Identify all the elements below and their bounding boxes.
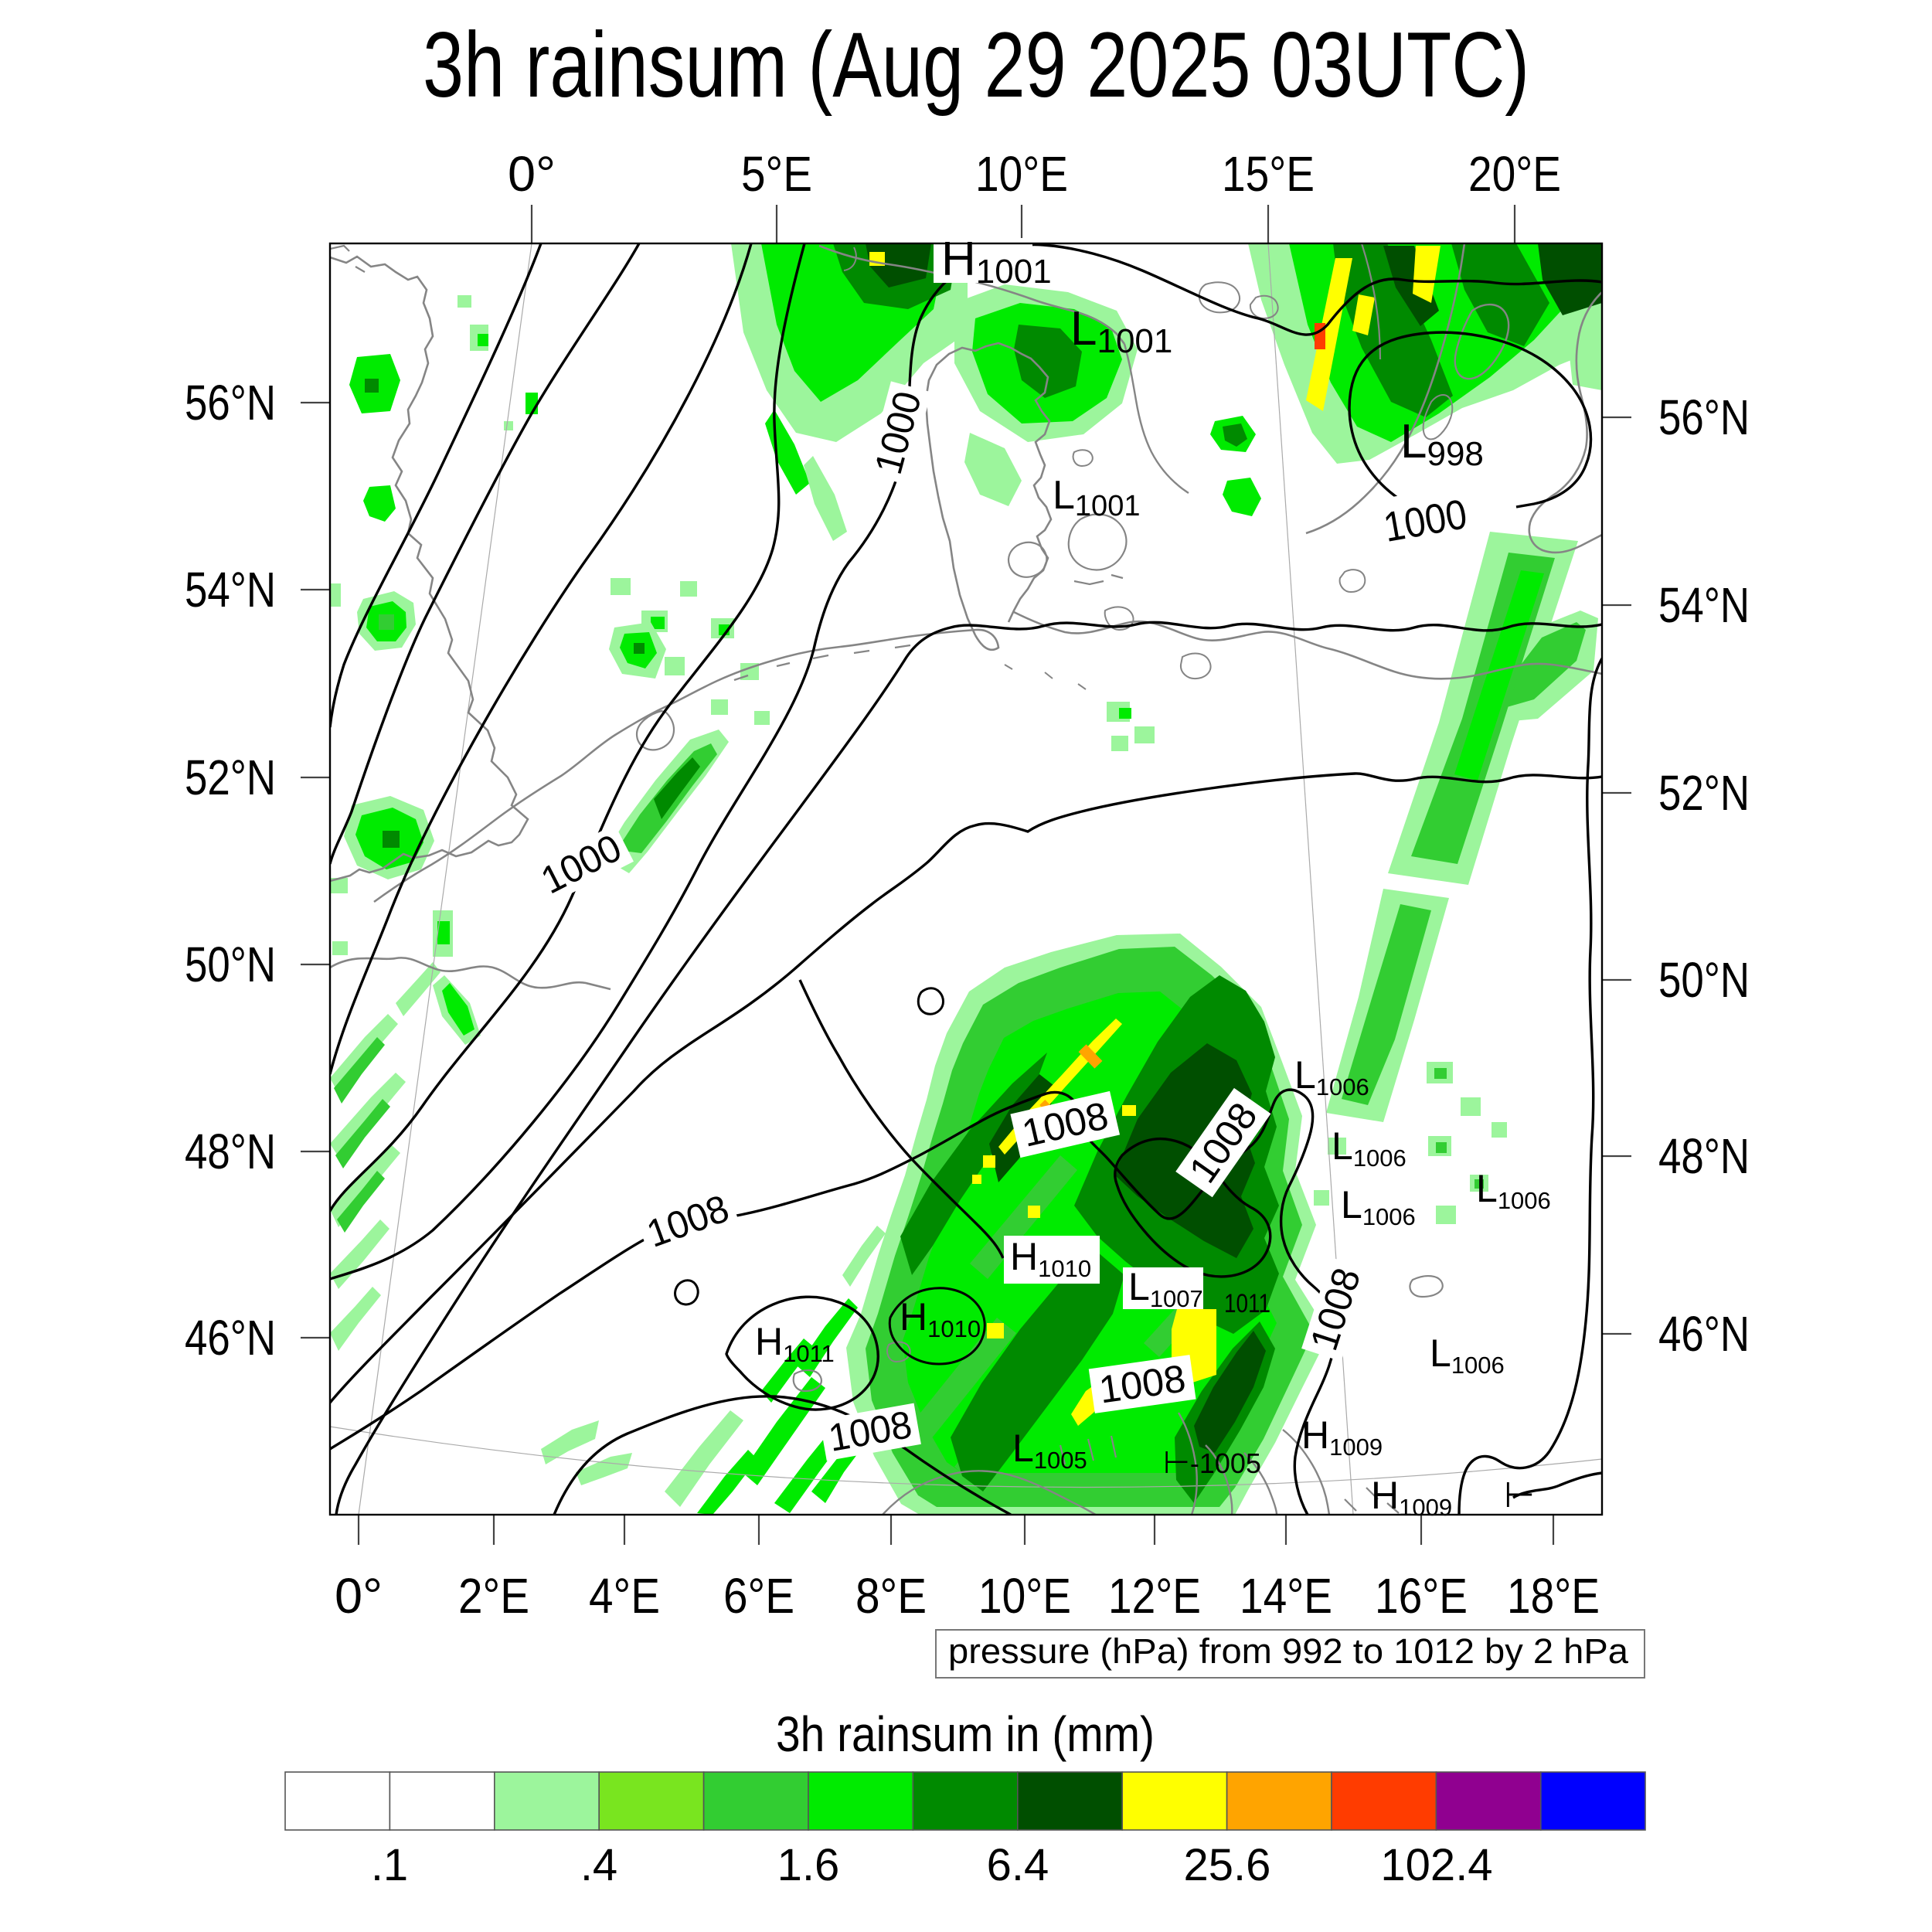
svg-text:.4: .4 bbox=[580, 1840, 617, 1890]
svg-text:1008: 1008 bbox=[1302, 1263, 1369, 1355]
svg-text:48°N: 48°N bbox=[185, 1124, 276, 1179]
svg-text:102.4: 102.4 bbox=[1380, 1840, 1492, 1890]
svg-text:3h rainsum in (mm): 3h rainsum in (mm) bbox=[776, 1706, 1155, 1762]
svg-text:48°N: 48°N bbox=[1658, 1128, 1750, 1184]
svg-text:1008: 1008 bbox=[641, 1186, 735, 1256]
svg-text:50°N: 50°N bbox=[1658, 952, 1750, 1008]
svg-text:3h rainsum (Aug 29 2025 03UTC): 3h rainsum (Aug 29 2025 03UTC) bbox=[423, 13, 1529, 117]
svg-text:L1006: L1006 bbox=[1332, 1124, 1406, 1172]
svg-text:5°E: 5°E bbox=[741, 146, 812, 202]
svg-text:46°N: 46°N bbox=[185, 1310, 276, 1366]
svg-text:25.6: 25.6 bbox=[1184, 1840, 1271, 1890]
svg-text:L1006: L1006 bbox=[1476, 1167, 1551, 1214]
svg-text:L1006: L1006 bbox=[1341, 1183, 1416, 1230]
svg-text:H1011: H1011 bbox=[755, 1320, 835, 1367]
svg-text:12°E: 12°E bbox=[1108, 1568, 1201, 1624]
svg-text:pressure (hPa) from 992 to 101: pressure (hPa) from 992 to 1012 by 2 hPa bbox=[948, 1631, 1629, 1671]
svg-text:8°E: 8°E bbox=[855, 1568, 927, 1624]
svg-text:56°N: 56°N bbox=[1658, 389, 1750, 445]
svg-text:1000: 1000 bbox=[534, 826, 628, 903]
svg-text:20°E: 20°E bbox=[1468, 146, 1561, 202]
svg-text:⊢: ⊢ bbox=[1504, 1475, 1535, 1515]
svg-text:54°N: 54°N bbox=[185, 562, 276, 617]
svg-text:L1001: L1001 bbox=[1053, 473, 1140, 522]
svg-text:0°: 0° bbox=[335, 1568, 383, 1624]
svg-text:6.4: 6.4 bbox=[987, 1840, 1049, 1890]
svg-text:56°N: 56°N bbox=[185, 375, 276, 430]
svg-text:52°N: 52°N bbox=[185, 750, 276, 805]
svg-text:6°E: 6°E bbox=[723, 1568, 794, 1624]
svg-text:H1009: H1009 bbox=[1371, 1474, 1452, 1521]
svg-text:15°E: 15°E bbox=[1222, 146, 1315, 202]
svg-text:46°N: 46°N bbox=[1658, 1306, 1750, 1362]
svg-text:14°E: 14°E bbox=[1240, 1568, 1332, 1624]
svg-text:50°N: 50°N bbox=[185, 937, 276, 992]
svg-text:0°: 0° bbox=[508, 146, 556, 202]
svg-text:2°E: 2°E bbox=[458, 1568, 529, 1624]
svg-text:54°N: 54°N bbox=[1658, 577, 1750, 633]
svg-text:52°N: 52°N bbox=[1658, 765, 1750, 821]
svg-text:1011: 1011 bbox=[1224, 1289, 1270, 1318]
svg-text:L1001: L1001 bbox=[1070, 302, 1172, 360]
svg-text:4°E: 4°E bbox=[589, 1568, 660, 1624]
svg-text:⊢-1005: ⊢-1005 bbox=[1163, 1446, 1261, 1480]
svg-text:10°E: 10°E bbox=[975, 146, 1068, 202]
svg-text:16°E: 16°E bbox=[1375, 1568, 1468, 1624]
svg-text:H1009: H1009 bbox=[1301, 1413, 1383, 1461]
svg-text:1.6: 1.6 bbox=[777, 1840, 840, 1890]
svg-text:L1006: L1006 bbox=[1430, 1332, 1505, 1379]
svg-text:L998: L998 bbox=[1400, 415, 1484, 473]
svg-text:H1010: H1010 bbox=[900, 1295, 981, 1342]
svg-text:10°E: 10°E bbox=[978, 1568, 1071, 1624]
svg-text:.1: .1 bbox=[371, 1840, 408, 1890]
svg-text:18°E: 18°E bbox=[1507, 1568, 1600, 1624]
